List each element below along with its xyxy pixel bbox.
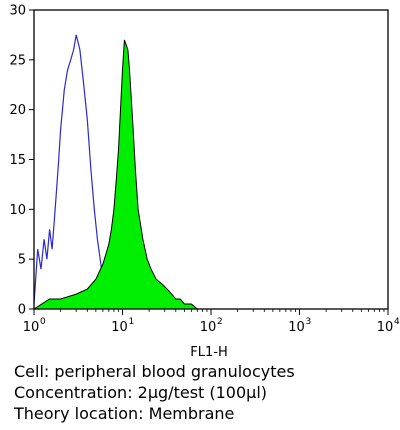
x-tick-exponent: 1 bbox=[129, 317, 135, 327]
y-tick-label: 30 bbox=[9, 4, 26, 19]
y-tick-label: 5 bbox=[18, 253, 26, 268]
histogram-outline-filled bbox=[33, 39, 198, 310]
x-tick-exponent: 0 bbox=[40, 317, 46, 327]
x-tick-exponent: 3 bbox=[306, 317, 312, 327]
x-tick-label: 10 bbox=[111, 320, 128, 335]
x-tick-label: 10 bbox=[200, 320, 217, 335]
caption: Cell: peripheral blood granulocytes Conc… bbox=[14, 361, 394, 424]
x-tick-label: 10 bbox=[377, 320, 394, 335]
y-tick-label: 0 bbox=[18, 303, 26, 318]
caption-location: Theory location: Membrane bbox=[14, 404, 235, 423]
y-tick-label: 10 bbox=[9, 203, 26, 218]
caption-cell: Cell: peripheral blood granulocytes bbox=[14, 362, 295, 381]
x-tick-label: 10 bbox=[288, 320, 305, 335]
x-tick-exponent: 4 bbox=[394, 317, 400, 327]
plot-area bbox=[33, 34, 198, 310]
caption-concentration: Concentration: 2μg/test (100μl) bbox=[14, 383, 268, 402]
y-tick-label: 20 bbox=[9, 103, 26, 118]
y-tick-label: 25 bbox=[9, 53, 26, 68]
plot-frame bbox=[33, 9, 389, 310]
y-tick-label: 15 bbox=[9, 153, 26, 168]
x-tick-exponent: 2 bbox=[217, 317, 223, 327]
histogram-area-filled bbox=[34, 39, 198, 310]
x-axis-label: FL1-H bbox=[190, 345, 227, 360]
x-tick-label: 10 bbox=[23, 320, 40, 335]
